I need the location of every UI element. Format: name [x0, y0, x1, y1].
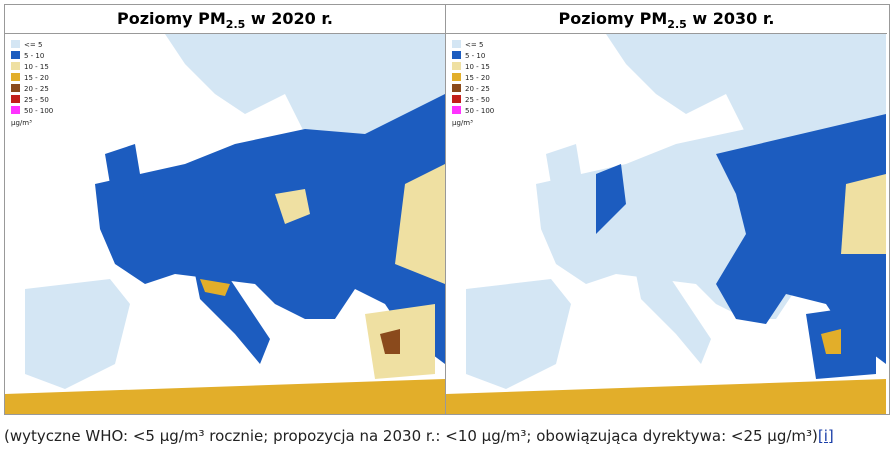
- legend-swatch: [11, 51, 20, 59]
- legend-swatch: [452, 95, 461, 103]
- legend-label: 5 - 10: [465, 52, 485, 60]
- legend-label: 50 - 100: [465, 107, 494, 115]
- map-2030: <= 5 5 - 10 10 - 15 15 - 20 20 - 25 25 - 50 50…: [446, 34, 886, 414]
- legend-swatch: [11, 84, 20, 92]
- legend-label: <= 5: [465, 41, 483, 49]
- legend-swatch: [11, 73, 20, 81]
- title-sub: 2.5: [225, 18, 246, 32]
- legend-label: 10 - 15: [24, 63, 49, 71]
- legend-swatch: [452, 84, 461, 92]
- title-text: w 2020 r.: [245, 9, 334, 28]
- legend-swatch: [452, 106, 461, 114]
- legend-swatch: [452, 40, 461, 48]
- legend-label: <= 5: [24, 41, 42, 49]
- legend-swatch: [11, 106, 20, 114]
- legend-swatch: [452, 73, 461, 81]
- panel: Poziomy PM2.5 w 2030 r. <= 5 5 - 10 10 - 1…: [446, 5, 887, 414]
- legend-label: 20 - 25: [465, 85, 490, 93]
- legend-swatch: [11, 95, 20, 103]
- caption-text: (wytyczne WHO: <5 µg/m³ rocznie; propozy…: [4, 427, 818, 445]
- panel-title: Poziomy PM2.5 w 2030 r.: [446, 5, 887, 34]
- legend-label: 15 - 20: [465, 74, 490, 82]
- footnote-link[interactable]: [i]: [817, 427, 834, 445]
- legend-unit: µg/m³: [452, 119, 473, 127]
- legend-swatch: [11, 62, 20, 70]
- legend-label: 20 - 25: [24, 85, 49, 93]
- title-text: w 2030 r.: [686, 9, 775, 28]
- legend-unit: µg/m³: [11, 119, 32, 127]
- legend-swatch: [11, 40, 20, 48]
- title-text: Poziomy PM: [116, 9, 226, 28]
- legend-swatch: [452, 62, 461, 70]
- legend-label: 25 - 50: [24, 96, 49, 104]
- title-text: Poziomy PM: [558, 9, 668, 28]
- legend-swatch: [452, 51, 461, 59]
- legend-label: 15 - 20: [24, 74, 49, 82]
- caption: (wytyczne WHO: <5 µg/m³ rocznie; propozy…: [4, 426, 874, 446]
- legend-label: 10 - 15: [465, 63, 490, 71]
- legend-label: 5 - 10: [24, 52, 44, 60]
- panel-title: Poziomy PM2.5 w 2020 r.: [5, 5, 445, 34]
- map-2020: <= 5 5 - 10 10 - 15 15 - 20 20 - 25 25 - 50 50…: [5, 34, 445, 414]
- panel: Poziomy PM2.5 w 2020 r. <= 5 5 - 10 10 - 1…: [5, 5, 446, 414]
- legend-label: 25 - 50: [465, 96, 490, 104]
- legend-label: 50 - 100: [24, 107, 53, 115]
- title-sub: 2.5: [667, 18, 687, 32]
